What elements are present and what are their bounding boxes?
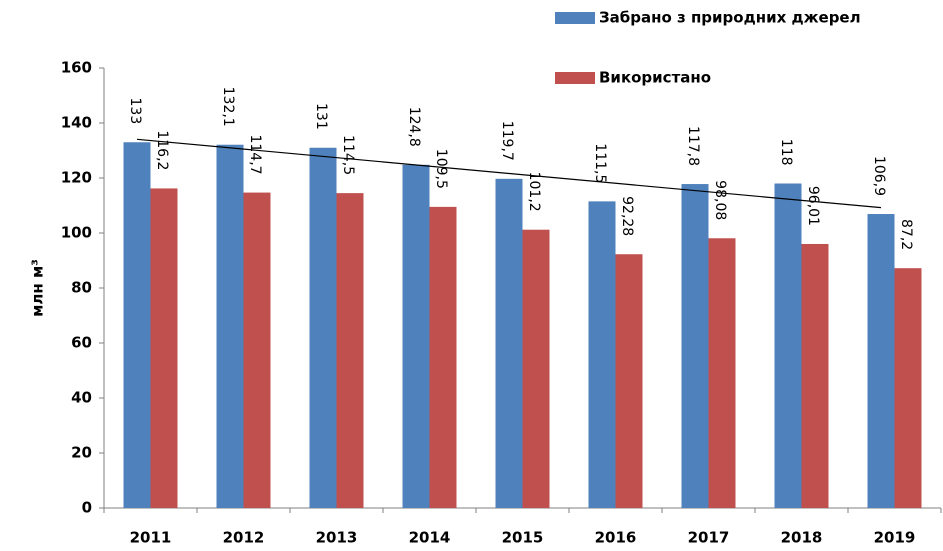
value-label: 133	[127, 98, 143, 125]
value-label: 106,9	[871, 156, 887, 196]
legend-label: Забрано з природних джерел	[599, 9, 861, 27]
value-label: 119,7	[499, 121, 515, 161]
x-tick-label: 2012	[223, 529, 265, 547]
value-label: 92,28	[619, 196, 635, 236]
bar	[216, 144, 244, 508]
x-tick-label: 2017	[688, 529, 730, 547]
value-label: 109,5	[433, 149, 449, 189]
y-tick-label: 40	[71, 389, 92, 407]
x-tick-label: 2015	[502, 529, 544, 547]
y-tick-label: 20	[71, 444, 92, 462]
value-label: 132,1	[220, 87, 236, 127]
bar	[402, 164, 430, 509]
y-tick-label: 100	[61, 224, 92, 242]
x-tick-label: 2018	[781, 529, 823, 547]
value-label: 118	[778, 139, 794, 166]
x-tick-label: 2019	[874, 529, 916, 547]
y-axis-label: млн м³	[29, 259, 47, 317]
bar	[708, 238, 736, 508]
value-label: 101,2	[526, 172, 542, 212]
bar	[588, 201, 616, 508]
bar	[336, 193, 364, 508]
value-label: 111,5	[592, 143, 608, 183]
value-label: 96,01	[805, 186, 821, 226]
legend-swatch	[555, 12, 595, 24]
y-tick-label: 80	[71, 279, 92, 297]
y-tick-label: 140	[61, 114, 92, 132]
bar	[774, 183, 802, 508]
value-label: 98,08	[712, 180, 728, 220]
value-label: 114,5	[340, 135, 356, 175]
bar	[150, 188, 178, 508]
bar	[495, 178, 523, 508]
bar	[681, 184, 709, 509]
bar	[123, 142, 151, 508]
bar	[309, 147, 337, 508]
bar	[243, 192, 271, 508]
x-tick-label: 2013	[316, 529, 358, 547]
y-tick-label: 160	[61, 59, 92, 77]
y-tick-label: 120	[61, 169, 92, 187]
bar	[867, 214, 895, 508]
x-tick-label: 2011	[130, 529, 172, 547]
legend-swatch	[555, 72, 595, 84]
bar	[801, 243, 829, 508]
bar	[615, 254, 643, 508]
y-tick-label: 0	[82, 499, 92, 517]
x-tick-label: 2016	[595, 529, 637, 547]
bar	[894, 268, 922, 508]
y-tick-label: 60	[71, 334, 92, 352]
value-label: 117,8	[685, 126, 701, 166]
x-tick-label: 2014	[409, 529, 451, 547]
value-label: 124,8	[406, 107, 422, 147]
value-label: 114,7	[247, 134, 263, 174]
value-label: 87,2	[898, 219, 914, 250]
trend-line	[136, 138, 882, 209]
value-label: 131	[313, 103, 329, 130]
value-label: 116,2	[154, 130, 170, 170]
bar	[429, 206, 457, 508]
bar	[522, 229, 550, 508]
legend-label: Використано	[599, 69, 711, 87]
